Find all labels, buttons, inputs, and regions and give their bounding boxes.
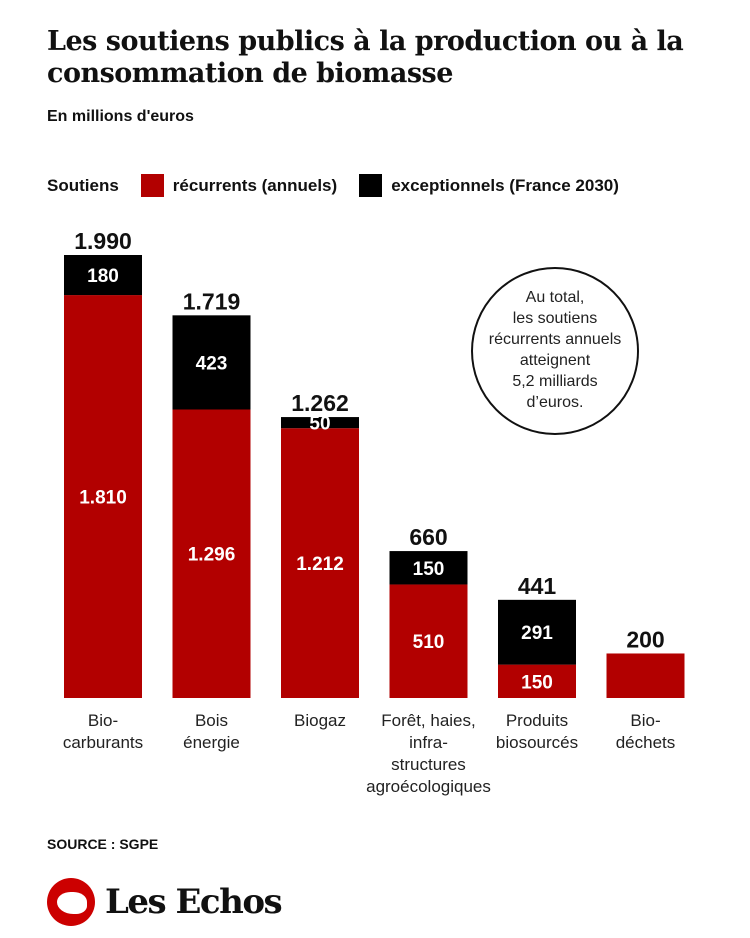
annotation-circle (471, 267, 639, 435)
total-label: 1.262 (291, 390, 349, 416)
source: SOURCE : SGPE (47, 836, 159, 852)
bar-segment-exceptionnels (64, 255, 142, 296)
bar-segment-exceptionnels (498, 599, 576, 665)
total-label: 660 (409, 524, 447, 550)
data-label: 510 (413, 632, 445, 653)
data-label: 1.810 (79, 488, 127, 509)
logo-icon (47, 878, 95, 926)
data-label: 50 (309, 414, 330, 435)
data-label: 180 (87, 266, 119, 287)
bar-segment-exceptionnels (389, 551, 468, 585)
annotation-text: d’euros. (527, 394, 584, 411)
legend-swatch-black (359, 174, 383, 197)
bar-segment-recurrents (389, 584, 468, 698)
annotation-text: 5,2 milliards (512, 373, 597, 390)
category-label: Forêt, haies, (381, 711, 476, 730)
chart-title: Les soutiens publics à la production ou … (47, 26, 684, 89)
legend-item-exceptionnels: exceptionnels (France 2030) (359, 174, 619, 197)
data-label: 1.212 (296, 554, 344, 575)
legend-label: exceptionnels (France 2030) (391, 175, 619, 195)
legend-swatch-red (140, 174, 164, 197)
data-label: 150 (521, 672, 553, 693)
bar-segment-exceptionnels (172, 315, 251, 410)
annotation-text: les soutiens (513, 310, 598, 327)
annotation-text: atteignent (520, 352, 591, 369)
total-label: 441 (518, 573, 557, 599)
category-label: Bio- (88, 711, 118, 730)
bar-segment-recurrents (498, 664, 576, 698)
legend: Soutiens récurrents (annuels) exceptionn… (47, 174, 641, 197)
annotation-text: récurrents annuels (489, 331, 622, 348)
data-label: 1.296 (188, 545, 236, 566)
total-label: 200 (626, 626, 664, 652)
category-label: infra- (409, 733, 448, 752)
category-label: Bois (195, 711, 228, 730)
bar-segment-exceptionnels (281, 417, 359, 429)
category-label: carburants (63, 733, 143, 752)
category-label: Biogaz (294, 711, 346, 730)
bar-segment-recurrents (64, 295, 142, 698)
total-label: 1.719 (183, 288, 241, 314)
data-label: 423 (196, 353, 228, 374)
bar-segment-recurrents (172, 409, 251, 698)
data-label: 291 (521, 623, 553, 644)
bar-segment-recurrents (281, 428, 359, 698)
chart-subtitle: En millions d'euros (47, 108, 194, 125)
category-label: Bio- (630, 711, 660, 730)
les-echos-logo: Les Echos (47, 878, 283, 926)
legend-item-recurrents: récurrents (annuels) (140, 174, 338, 197)
total-label: 1.990 (74, 228, 132, 254)
data-label: 150 (413, 559, 445, 580)
category-label: structures (391, 755, 466, 774)
brand-name: Les Echos (105, 882, 283, 922)
legend-lead: Soutiens (47, 175, 119, 195)
legend-label: récurrents (annuels) (172, 175, 338, 195)
bar-segment-recurrents (606, 653, 685, 698)
category-label: énergie (183, 733, 240, 752)
annotation-text: Au total, (526, 289, 585, 306)
category-label: Produits (506, 711, 568, 730)
category-label: biosourcés (496, 733, 578, 752)
category-label: agroécologiques (366, 777, 491, 796)
category-label: déchets (616, 733, 676, 752)
